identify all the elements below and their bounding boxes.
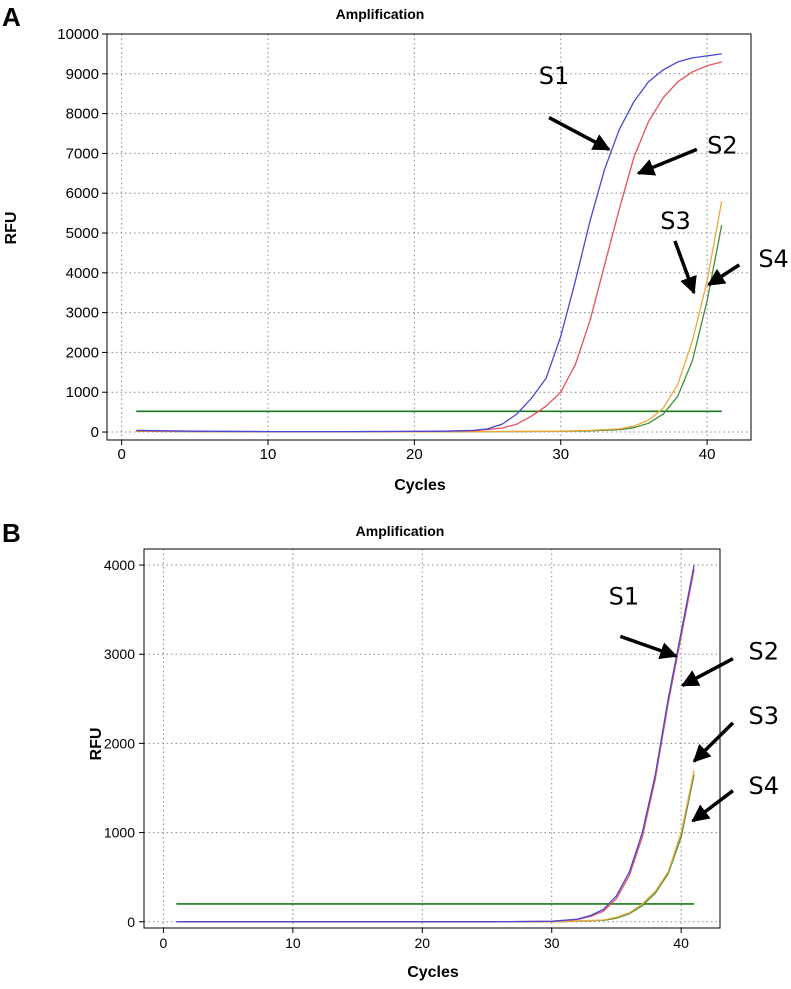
chart-b-ytick-label: 3000: [104, 646, 135, 662]
chart-b-series-s2: [176, 569, 695, 923]
chart-b-xtick-label: 0: [160, 935, 168, 951]
chart-panel-a: Amplification Cycles RFU 0 10 20 30 40 0 1000 2…: [3, 6, 789, 494]
chart-b-ytick-label: 2000: [104, 735, 135, 751]
chart-a-xtick-label: 30: [552, 446, 569, 463]
chart-b-annotation-arrow-s1: [619, 634, 678, 660]
chart-a-series-s2: [136, 61, 722, 433]
chart-b-ytick-label: 0: [127, 914, 135, 930]
chart-a-annotation-arrow-s3: [673, 240, 697, 295]
chart-b-annotation-arrow-s4: [691, 789, 734, 823]
chart-a-annotation-label-s4: S4: [758, 245, 789, 273]
chart-b-xtick-label: 10: [285, 935, 301, 951]
chart-b-annotation-label-s2: S2: [748, 638, 779, 666]
chart-a-ytick-label: 4000: [66, 265, 99, 282]
chart-a-ytick-label: 6000: [66, 185, 99, 202]
chart-a-series-s1: [136, 53, 722, 433]
chart-b-ytick-label: 1000: [104, 825, 135, 841]
chart-b-annotation-label-s4: S4: [748, 772, 779, 800]
chart-b-xlabel: Cycles: [407, 964, 459, 981]
chart-a-annotation-arrow-s4: [707, 263, 741, 287]
chart-a-ytick-label: 7000: [66, 145, 99, 162]
chart-b-title: Amplification: [356, 523, 445, 539]
chart-a-plot-frame: [106, 33, 752, 441]
chart-a-annotation-label-s1: S1: [539, 62, 570, 90]
chart-a-xtick-label: 10: [260, 446, 277, 463]
chart-b-ylabel: RFU: [88, 728, 105, 761]
chart-b-annotation-arrow-s3: [692, 721, 735, 763]
chart-a-ytick-label: 5000: [66, 225, 99, 242]
chart-a-xtick-label: 20: [406, 446, 423, 463]
chart-a-annotation-arrow-s2: [636, 147, 698, 176]
chart-a-annotation-label-s2: S2: [707, 131, 738, 159]
chart-b-xtick-label: 30: [544, 935, 560, 951]
chart-a-xtick-label: 40: [699, 446, 716, 463]
chart-a-ytick-label: 10000: [57, 26, 99, 43]
chart-a-xlabel: Cycles: [394, 477, 446, 494]
chart-a-annotation-label-s3: S3: [660, 207, 691, 235]
chart-a-ytick-label: 8000: [66, 106, 99, 123]
chart-a-annotation-arrow-s1: [548, 116, 611, 151]
chart-a-title: Amplification: [336, 6, 425, 22]
chart-a-ytick-label: 9000: [66, 66, 99, 83]
chart-b-annotation-label-s1: S1: [609, 582, 640, 610]
chart-b-series-s1: [176, 564, 695, 923]
chart-b-xtick-label: 20: [415, 935, 431, 951]
chart-b-plot-frame: [143, 548, 721, 929]
chart-b-annotation-arrow-s2: [680, 657, 734, 687]
chart-b-xtick-label: 40: [673, 935, 689, 951]
chart-b-annotation-label-s3: S3: [748, 702, 779, 730]
panel-label-b: B: [2, 518, 21, 548]
chart-panel-b: Amplification Cycles RFU 0 10 20 30 40 0 1000 2…: [88, 523, 779, 981]
chart-a-ylabel: RFU: [3, 212, 20, 245]
chart-a-xtick-label: 0: [117, 446, 125, 463]
chart-a-series-s4: [136, 224, 723, 433]
chart-a-ytick-label: 1000: [66, 384, 99, 401]
chart-b-ytick-label: 4000: [104, 557, 135, 573]
chart-b-series-s4: [176, 774, 695, 923]
chart-a-series-s3: [136, 201, 723, 433]
chart-a-ytick-label: 3000: [66, 305, 99, 322]
chart-a-ytick-label: 0: [91, 424, 99, 441]
panel-label-a: A: [2, 2, 21, 32]
chart-a-ytick-label: 2000: [66, 344, 99, 361]
